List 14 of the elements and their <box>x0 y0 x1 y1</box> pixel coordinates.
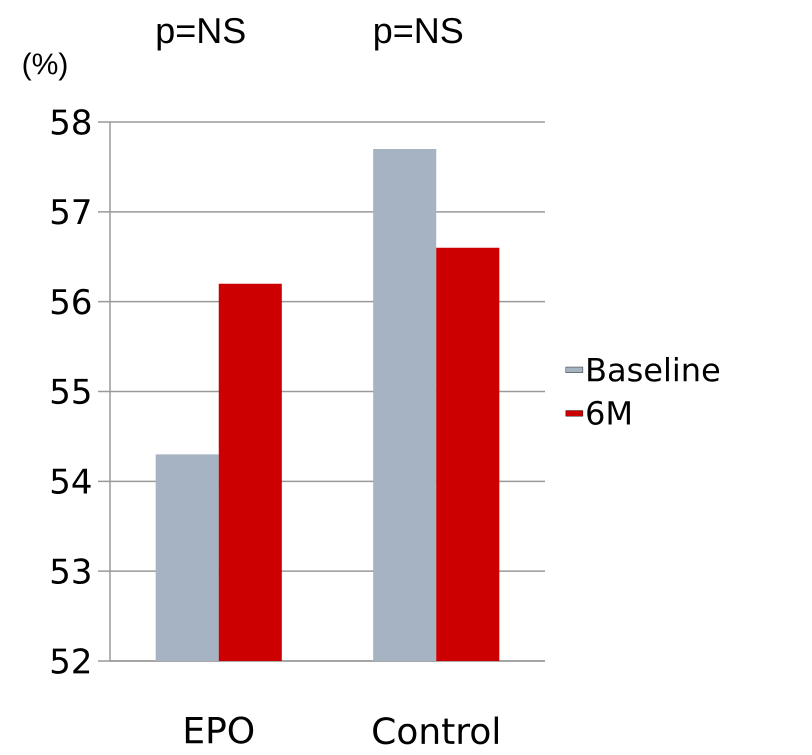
y-tick-label: 53 <box>52 558 90 584</box>
y-tick-label: 56 <box>52 288 90 315</box>
x-tick-label: Control <box>373 716 498 744</box>
text: p=NS <box>158 18 245 50</box>
y-tick-label: 55 <box>52 378 90 404</box>
legend-label: Baseline <box>588 356 720 382</box>
y-tick-label: 58 <box>52 109 90 135</box>
y-tick-label: 57 <box>52 199 90 224</box>
y-tick-label: 54 <box>52 468 91 494</box>
text: p=NS <box>375 18 462 50</box>
legend-label: 6M <box>587 400 630 425</box>
y-tick-label: 52 <box>52 648 90 674</box>
x-tick-label: EPO <box>186 716 254 744</box>
y-axis-title: (%) <box>24 52 66 80</box>
